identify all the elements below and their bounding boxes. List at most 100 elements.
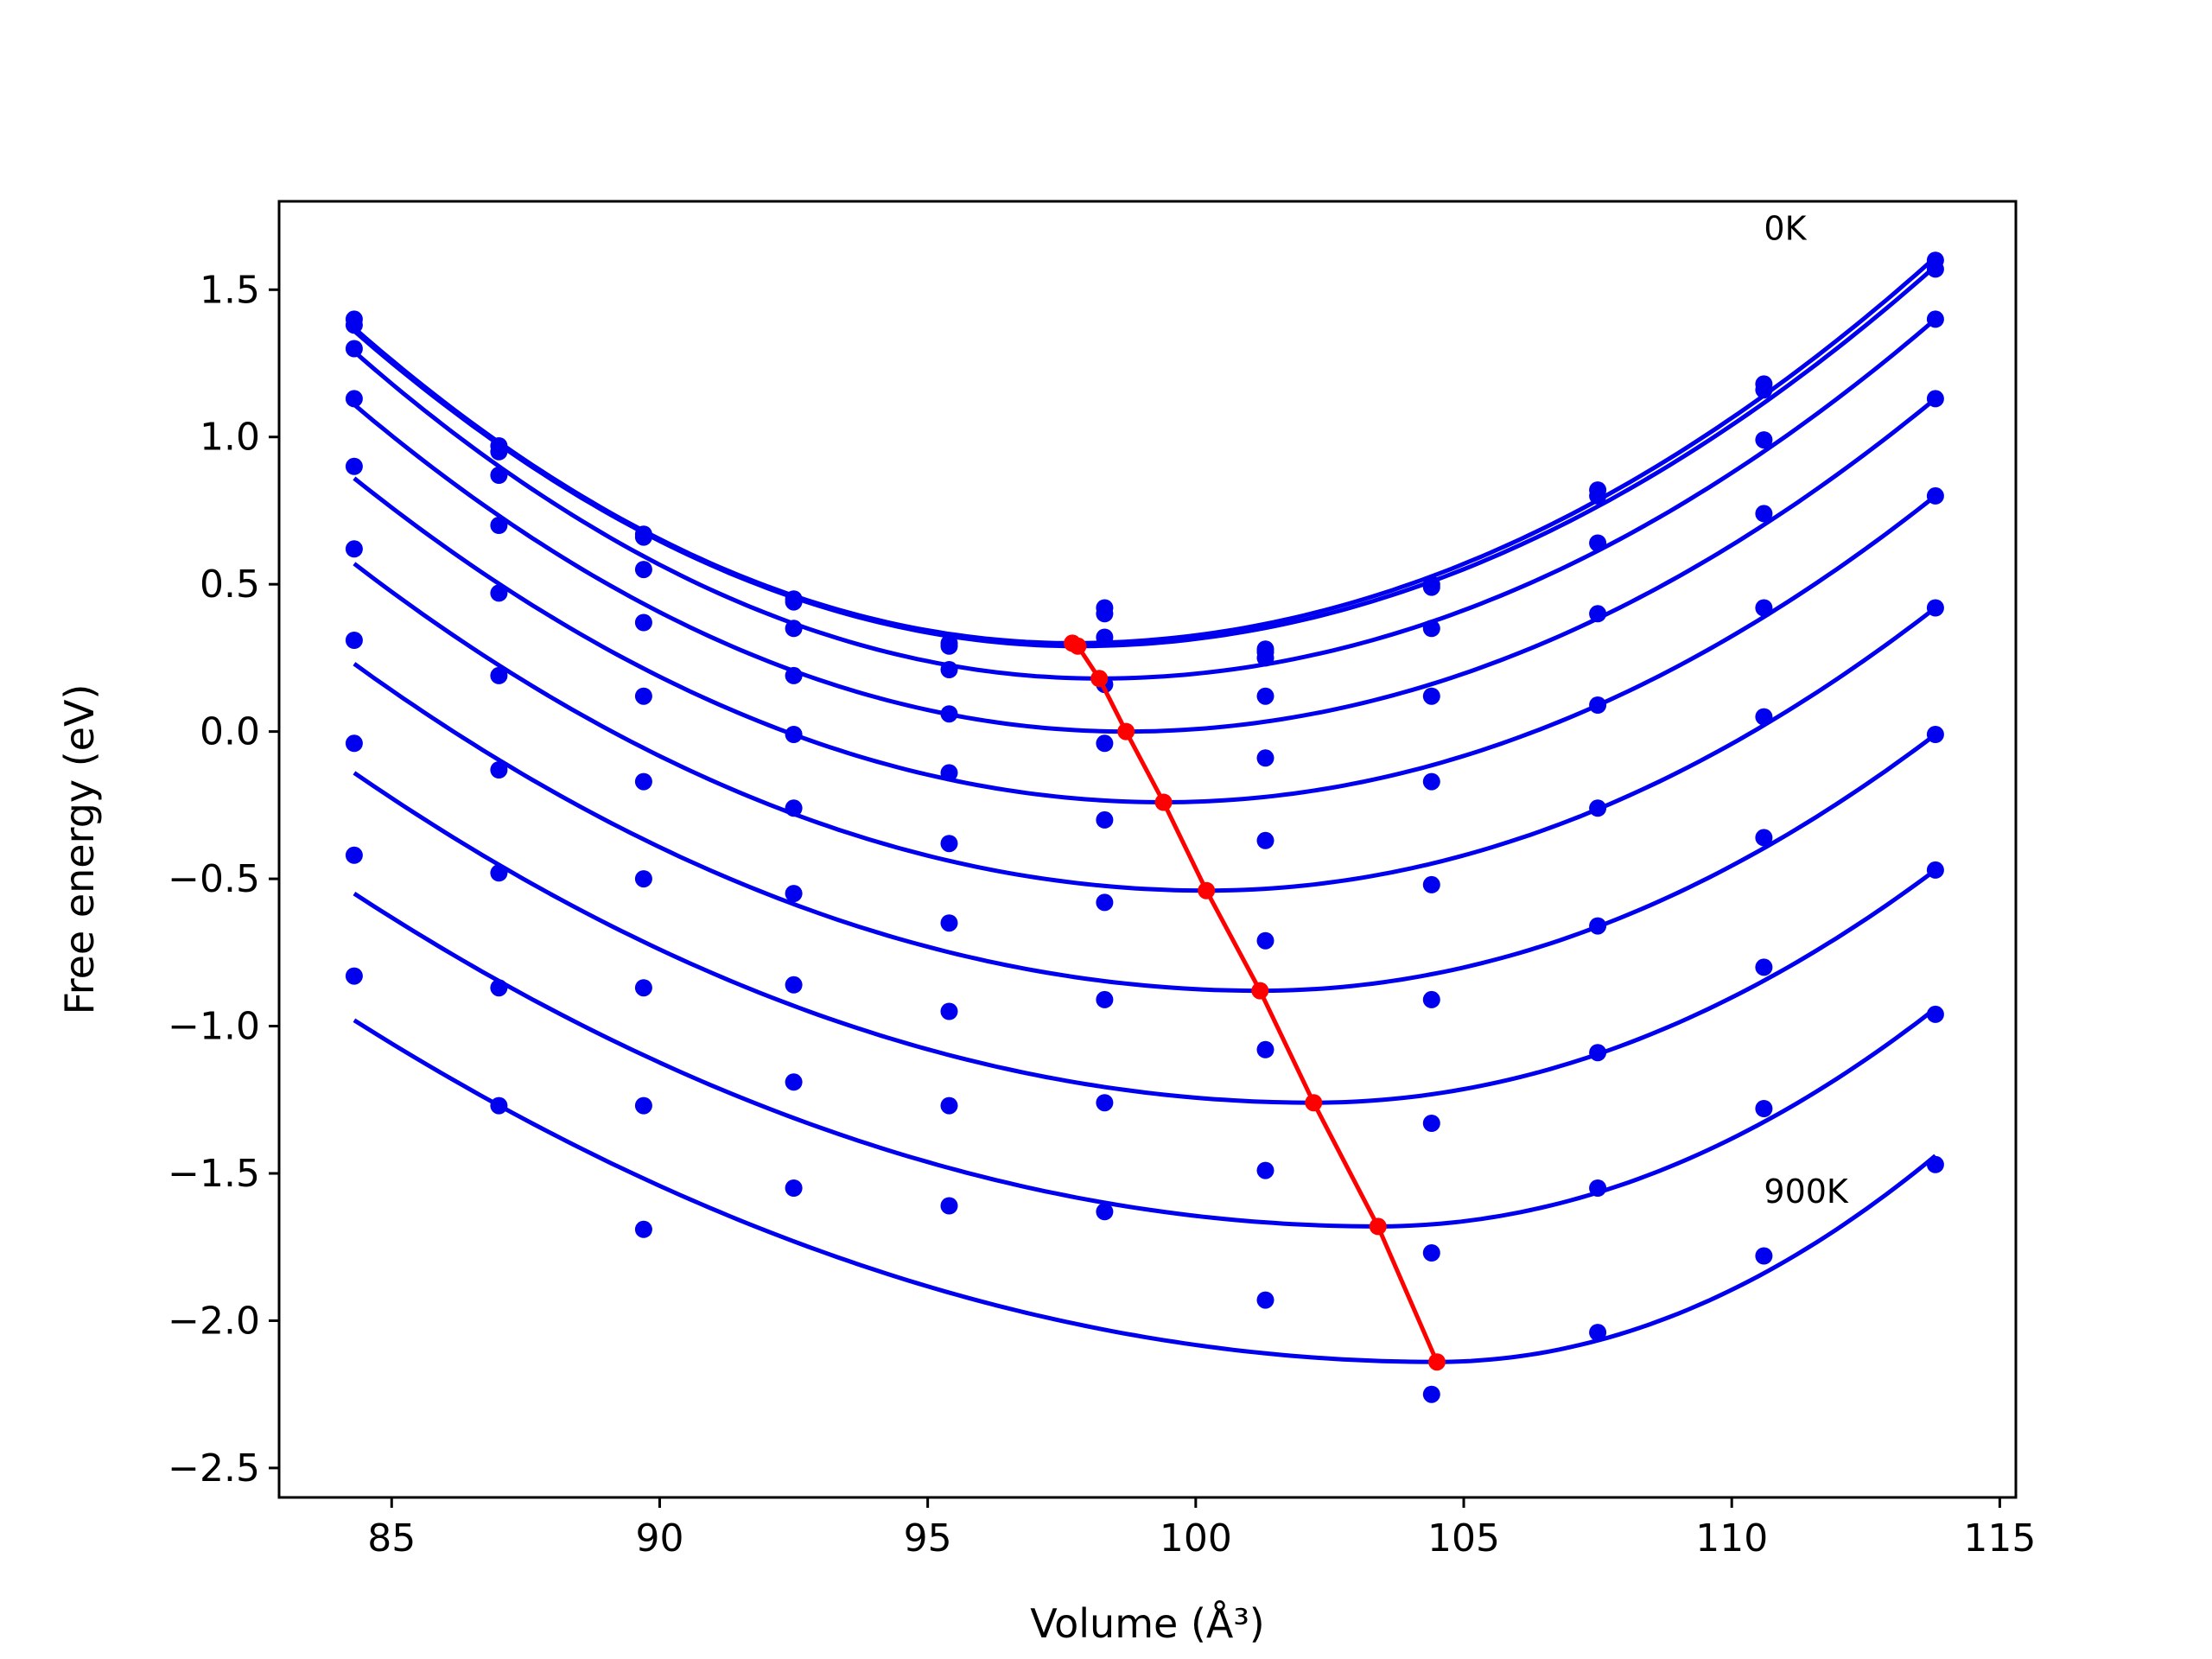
data-point: [1589, 605, 1607, 623]
data-point: [490, 666, 508, 684]
minimum-point: [1305, 1094, 1323, 1112]
data-point: [345, 540, 363, 558]
x-axis-label: Volume (Å³): [1030, 1600, 1265, 1647]
y-tick-label: −1.5: [168, 1152, 260, 1196]
data-point: [1422, 687, 1440, 705]
y-tick-label: 1.0: [200, 416, 260, 460]
minimum-point: [1117, 722, 1135, 741]
data-point: [634, 687, 652, 705]
data-point: [345, 967, 363, 985]
fit-curve-9: [353, 1018, 1937, 1364]
fit-curve-2: [353, 317, 1937, 681]
data-point: [1422, 620, 1440, 638]
minimum-point: [1090, 670, 1109, 688]
data-point: [1755, 431, 1773, 449]
data-point: [1096, 990, 1114, 1008]
data-point: [1422, 1385, 1440, 1403]
minima-curve: [1064, 634, 1446, 1371]
data-point: [1256, 1291, 1274, 1309]
data-point: [1926, 861, 1944, 879]
data-point: [490, 517, 508, 534]
data-point: [490, 979, 508, 997]
data-point: [1256, 931, 1274, 950]
data-point: [1096, 1203, 1114, 1221]
data-point: [1926, 599, 1944, 617]
y-tick-label: −0.5: [168, 857, 260, 901]
minima-line: [1071, 641, 1440, 1363]
data-point: [345, 632, 363, 649]
data-point: [634, 1220, 652, 1238]
minimum-point: [1198, 881, 1216, 899]
minimum-point: [1069, 637, 1087, 655]
data-point: [1755, 829, 1773, 847]
data-point: [345, 734, 363, 753]
data-point: [940, 1096, 958, 1115]
data-point: [1096, 628, 1114, 646]
data-point: [1926, 1155, 1944, 1173]
data-point: [1589, 1179, 1607, 1197]
fit-curve-7: [353, 771, 1937, 1105]
data-point: [1256, 1040, 1274, 1058]
data-point: [785, 593, 803, 611]
annotations: 0K 900K: [1764, 209, 1849, 1211]
x-tick-label: 95: [904, 1516, 952, 1560]
data-point: [940, 914, 958, 932]
data-point: [345, 390, 363, 408]
data-point: [345, 340, 363, 358]
data-point: [1589, 799, 1607, 817]
fit-curve-1: [353, 264, 1937, 649]
data-point: [1096, 810, 1114, 829]
data-point: [785, 1179, 803, 1197]
data-point: [490, 864, 508, 882]
data-point: [634, 772, 652, 791]
data-point: [1926, 726, 1944, 743]
data-point: [785, 666, 803, 684]
data-point: [1096, 893, 1114, 912]
data-point: [1755, 1247, 1773, 1265]
x-axis-ticks: 85 90 95 100 105 110 115: [367, 1497, 2036, 1560]
x-tick-label: 85: [367, 1516, 416, 1560]
data-point: [1422, 875, 1440, 893]
data-point: [1422, 1244, 1440, 1262]
data-point: [634, 979, 652, 997]
minimum-point: [1428, 1353, 1446, 1371]
x-tick-label: 115: [1963, 1516, 2036, 1560]
y-axis-label: Free energy (eV): [56, 684, 103, 1015]
data-point: [940, 1002, 958, 1020]
data-point: [940, 764, 958, 782]
fit-curve-8: [353, 892, 1937, 1229]
data-point: [785, 885, 803, 903]
data-point: [940, 637, 958, 655]
data-point: [1755, 958, 1773, 976]
data-point: [634, 613, 652, 632]
y-tick-label: 0.5: [200, 563, 260, 607]
y-tick-label: −2.5: [168, 1446, 260, 1491]
plot-area: [277, 200, 2018, 1499]
data-point: [1256, 687, 1274, 705]
data-point: [940, 835, 958, 853]
data-point: [1422, 990, 1440, 1008]
data-point: [490, 467, 508, 484]
x-tick-label: 100: [1160, 1516, 1232, 1560]
data-point: [1096, 734, 1114, 753]
y-tick-label: 1.5: [200, 268, 260, 312]
x-tick-label: 110: [1695, 1516, 1768, 1560]
data-point: [1755, 708, 1773, 726]
fit-curve-3: [353, 397, 1937, 734]
data-point: [1589, 1044, 1607, 1062]
data-point: [940, 705, 958, 723]
data-point: [1755, 1100, 1773, 1117]
data-point: [1755, 599, 1773, 617]
data-point: [490, 761, 508, 779]
data-point: [1589, 486, 1607, 505]
data-point: [634, 561, 652, 579]
data-point: [785, 620, 803, 638]
minimum-point: [1154, 793, 1173, 811]
data-point: [785, 1073, 803, 1091]
data-point: [1256, 749, 1274, 767]
data-point: [1926, 310, 1944, 328]
data-point: [345, 316, 363, 334]
data-point: [345, 457, 363, 475]
data-point: [1256, 1161, 1274, 1179]
